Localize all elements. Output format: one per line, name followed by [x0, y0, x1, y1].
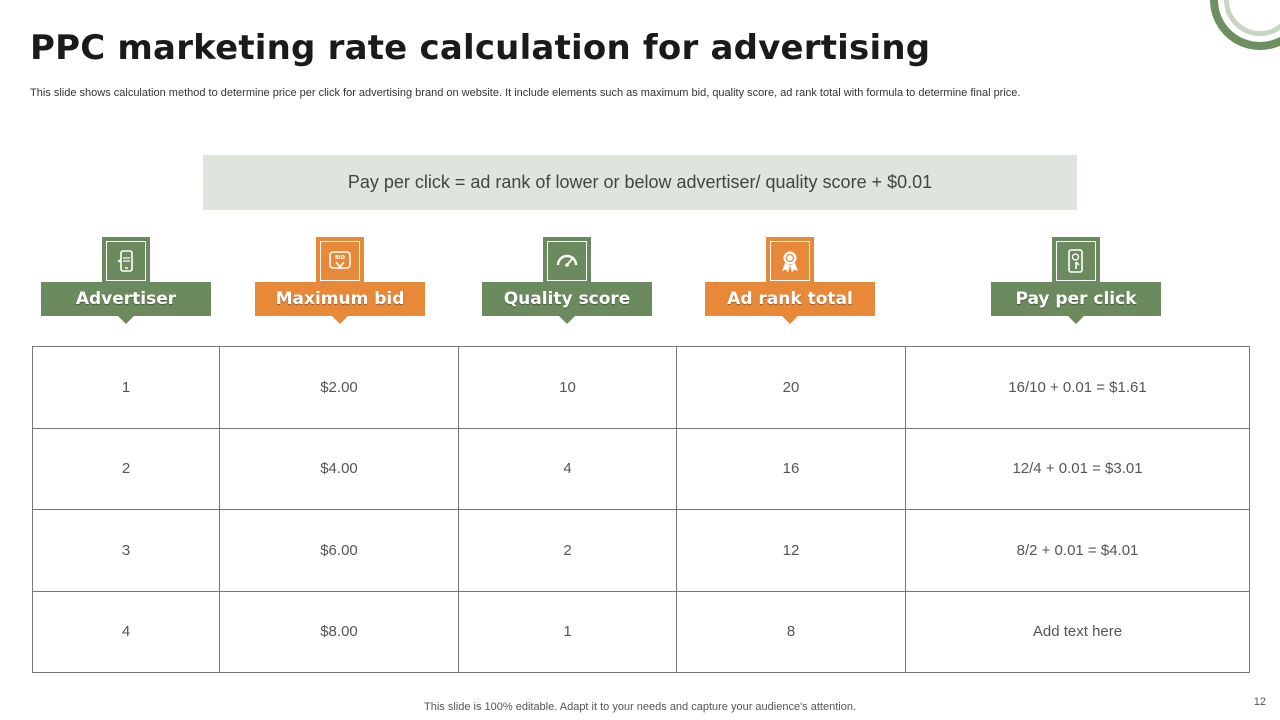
header-advertiser: Advertiser: [41, 237, 211, 327]
table-cell-advertiser: 2: [32, 427, 220, 510]
table-cell-pay-per-click: 16/10 + 0.01 = $1.61: [905, 346, 1250, 429]
table-cell-quality-score: 1: [458, 590, 677, 673]
data-table: 1 $2.00 10 20 16/10 + 0.01 = $1.61 2 $4.…: [32, 346, 1250, 673]
header-label: Maximum bid: [255, 282, 425, 324]
corner-ring-decoration: [1210, 0, 1280, 50]
header-ad-rank-total: Ad rank total: [705, 237, 875, 327]
page-number: 12: [1253, 696, 1266, 708]
table-cell-ad-rank-total: 8: [676, 590, 906, 673]
header-icon-box: [102, 237, 150, 285]
bid-icon: BID: [329, 251, 351, 269]
table-cell-pay-per-click: Add text here: [905, 590, 1250, 673]
table-cell-ad-rank-total: 16: [676, 427, 906, 510]
table-row: 4 $8.00 1 8 Add text here: [32, 590, 1250, 673]
table-cell-advertiser: 3: [32, 509, 220, 592]
header-pay-per-click: Pay per click: [991, 237, 1161, 327]
table-cell-maximum-bid: $6.00: [219, 509, 459, 592]
formula-text: Pay per click = ad rank of lower or belo…: [347, 172, 933, 192]
table-cell-quality-score: 10: [458, 346, 677, 429]
page-title: PPC marketing rate calculation for adver…: [30, 28, 931, 68]
header-icon-box: [543, 237, 591, 285]
header-maximum-bid: BID Maximum bid: [255, 237, 425, 327]
table-cell-advertiser: 4: [32, 590, 220, 673]
table-cell-maximum-bid: $2.00: [219, 346, 459, 429]
table-cell-quality-score: 4: [458, 427, 677, 510]
page-subtitle: This slide shows calculation method to d…: [30, 87, 1021, 99]
table-cell-quality-score: 2: [458, 509, 677, 592]
table-row: 3 $6.00 2 12 8/2 + 0.01 = $4.01: [32, 509, 1250, 592]
header-label: Pay per click: [991, 282, 1161, 324]
table-cell-maximum-bid: $4.00: [219, 427, 459, 510]
bid-icon-text: BID: [335, 255, 345, 261]
header-icon-box: [766, 237, 814, 285]
formula-box: Pay per click = ad rank of lower or belo…: [203, 155, 1077, 210]
header-label: Ad rank total: [705, 282, 875, 324]
award-ribbon-icon: [782, 251, 798, 273]
table-cell-maximum-bid: $8.00: [219, 590, 459, 673]
mobile-icon: [117, 250, 133, 272]
table-row: 1 $2.00 10 20 16/10 + 0.01 = $1.61: [32, 346, 1250, 429]
header-icon-box: [1052, 237, 1100, 285]
table-row: 2 $4.00 4 16 12/4 + 0.01 = $3.01: [32, 427, 1250, 510]
table-cell-ad-rank-total: 20: [676, 346, 906, 429]
header-label: Advertiser: [41, 282, 211, 324]
header-quality-score: Quality score: [482, 237, 652, 327]
click-device-icon: [1068, 249, 1083, 273]
table-cell-pay-per-click: 8/2 + 0.01 = $4.01: [905, 509, 1250, 592]
footer-note: This slide is 100% editable. Adapt it to…: [424, 701, 856, 713]
table-cell-ad-rank-total: 12: [676, 509, 906, 592]
header-label: Quality score: [482, 282, 652, 324]
table-cell-advertiser: 1: [32, 346, 220, 429]
table-cell-pay-per-click: 12/4 + 0.01 = $3.01: [905, 427, 1250, 510]
gauge-icon: [556, 254, 578, 267]
header-icon-box: BID: [316, 237, 364, 285]
